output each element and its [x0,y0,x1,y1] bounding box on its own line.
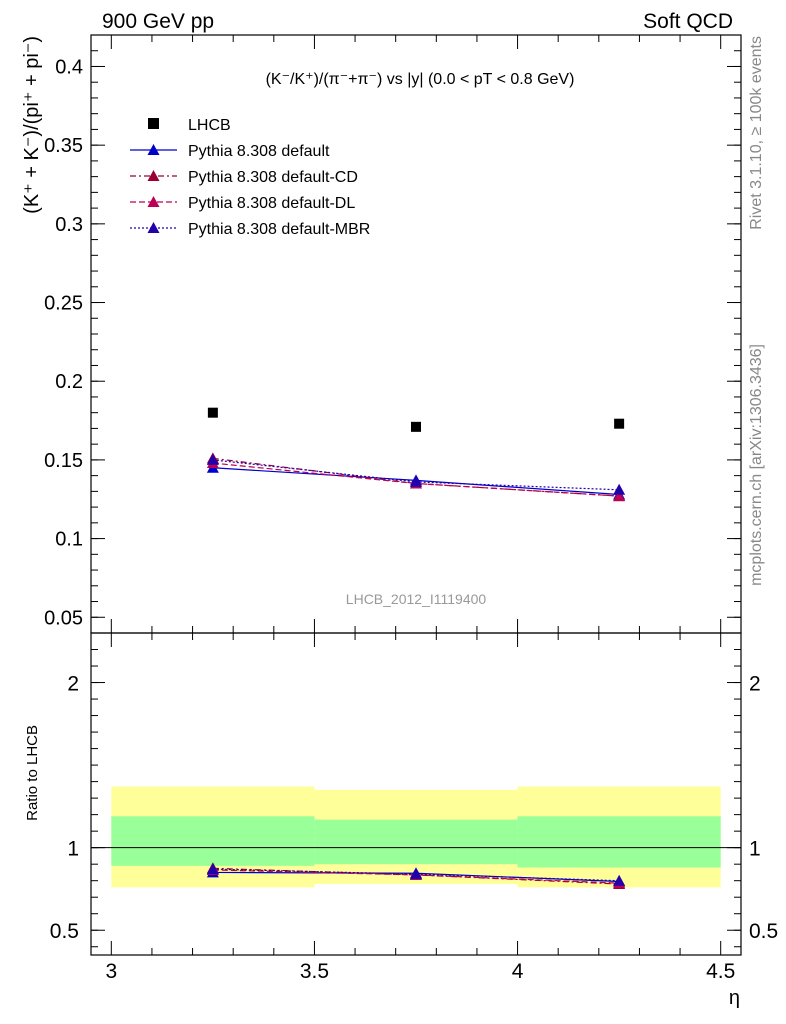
mcplots-label: mcplots.cern.ch [arXiv:1306.3436] [748,344,765,586]
ratio-ytick-label: 1 [67,838,79,861]
main-ytick-label: 0.15 [44,450,83,472]
main-series-line [212,457,620,497]
main-ytick-label: 0.3 [55,214,83,236]
main-plot: 0.05 0.1 0.15 0.2 0.25 0.3 0.35 0.4 [44,34,742,634]
main-series-line [212,462,620,497]
main-model-point [613,490,626,502]
main-ylabel: (K⁺ + K⁻)/(pi⁺ + pi⁻) [21,36,43,214]
legend-label: Pythia 8.308 default [188,143,330,160]
main-model-point [613,483,626,495]
watermark: LHCB_2012_I1119400 [346,591,487,607]
ratio-model-point [410,868,422,880]
main-ytick-label: 0.2 [55,371,83,393]
header-left: 900 GeV pp [102,10,214,33]
ratio-band-inner [314,819,518,865]
ratio-band-inner [517,816,721,868]
ratio-plot: 0.5 0.5 1 1 2 2 3 3.5 4 4.5 [50,632,778,983]
ratio-xtick-label: 4.5 [706,960,735,983]
legend-marker [147,170,160,181]
main-title: (K⁻/K⁺)/(π⁻+π⁻) vs |y| (0.0 < pT < 0.8 G… [266,71,575,88]
legend-marker [147,222,160,233]
ratio-model-point [613,874,626,886]
ratio-ylabel: Ratio to LHCB [24,725,41,821]
legend-marker [147,196,160,207]
legend-label: Pythia 8.308 default-MBR [188,221,370,238]
ratio-ytick-label: 2 [67,673,79,696]
main-model-point [206,453,219,465]
legend-label: LHCB [188,117,231,134]
main-ytick-label: 0.25 [44,293,83,315]
ratio-band-inner [111,816,315,866]
main-model-point [410,475,422,487]
ratio-frame [90,632,742,956]
rivet-version-label: Rivet 3.1.10, ≥ 100k events [748,36,765,230]
main-ytick-label: 0.4 [55,56,83,78]
ratio-ytick-label: 0.5 [50,920,79,943]
main-data-point [411,421,421,432]
ratio-xlabel: η [729,987,740,1009]
ratio-xtick-label: 4 [512,960,524,983]
ratio-xtick-label: 3 [105,960,117,983]
ratio-ytick-label-right: 1 [749,838,761,861]
main-ytick-label: 0.05 [44,607,83,629]
main-data-point [614,418,625,429]
ratio-ytick-label-right: 2 [749,673,761,696]
ratio-ytick-label-right: 0.5 [749,920,778,943]
main-data-point [207,407,218,418]
legend-marker [148,118,159,129]
legend-label: Pythia 8.308 default-DL [188,195,355,212]
header-right: Soft QCD [643,10,733,33]
main-ytick-label: 0.35 [44,135,83,157]
legend-label: Pythia 8.308 default-CD [188,169,358,186]
legend: LHCB Pythia 8.308 default Pythia 8.308 def… [130,117,370,238]
legend-marker [147,144,160,155]
main-ytick-label: 0.1 [55,529,83,551]
ratio-xtick-label: 3.5 [300,960,329,983]
ratio-model-point [206,863,219,875]
